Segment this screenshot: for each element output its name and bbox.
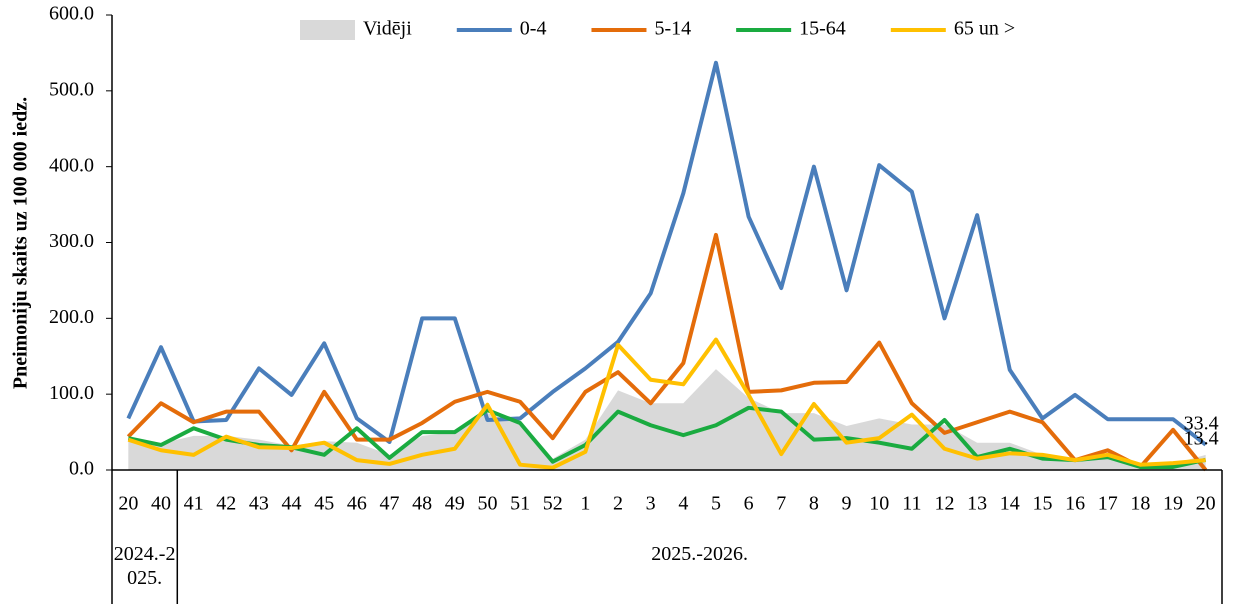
x-tick-label: 1 xyxy=(580,493,590,515)
legend-label: 5-14 xyxy=(654,18,691,40)
y-tick-label: 500.0 xyxy=(49,78,94,100)
x-tick-label: 4 xyxy=(678,493,688,515)
x-tick-label: 9 xyxy=(842,493,852,515)
x-tick-label: 50 xyxy=(477,493,497,515)
x-tick-label: 51 xyxy=(510,493,530,515)
x-tick-label: 8 xyxy=(809,493,819,515)
x-tick-label: 6 xyxy=(744,493,754,515)
x-tick-label: 48 xyxy=(412,493,432,515)
x-tick-label: 10 xyxy=(869,493,889,515)
x-tick-label: 49 xyxy=(445,493,465,515)
x-tick-label: 3 xyxy=(646,493,656,515)
group-label: 2025.-2026. xyxy=(651,543,748,565)
x-tick-label: 20 xyxy=(1196,493,1216,515)
x-tick-label: 41 xyxy=(184,493,204,515)
x-tick-label: 11 xyxy=(902,493,921,515)
x-tick-label: 5 xyxy=(711,493,721,515)
x-tick-label: 12 xyxy=(935,493,955,515)
x-tick-label: 15 xyxy=(1032,493,1052,515)
data-label: 33.4 xyxy=(1184,412,1219,434)
x-tick-label: 52 xyxy=(543,493,563,515)
x-tick-label: 7 xyxy=(776,493,786,515)
y-tick-label: 200.0 xyxy=(49,306,94,328)
x-tick-label: 40 xyxy=(151,493,171,515)
x-tick-label: 46 xyxy=(347,493,367,515)
y-tick-label: 400.0 xyxy=(49,154,94,176)
x-tick-label: 19 xyxy=(1163,493,1183,515)
legend-label: 65 un > xyxy=(954,18,1015,40)
y-tick-label: 300.0 xyxy=(49,230,94,252)
area xyxy=(128,369,1206,470)
legend-label: Vidēji xyxy=(363,18,412,40)
legend-swatch xyxy=(300,20,355,40)
y-tick-label: 600.0 xyxy=(49,3,94,25)
legend-label: 15-64 xyxy=(799,18,846,40)
x-tick-label: 47 xyxy=(380,493,400,515)
y-tick-label: 100.0 xyxy=(49,382,94,404)
x-tick-label: 42 xyxy=(216,493,236,515)
x-tick-label: 2 xyxy=(613,493,623,515)
y-tick-label: 0.0 xyxy=(69,458,94,480)
x-tick-label: 44 xyxy=(282,493,302,515)
x-tick-label: 13 xyxy=(967,493,987,515)
y-axis-title: Pneimoniju skaits uz 100 000 iedz. xyxy=(10,97,32,389)
group-label: 2024.-2025. xyxy=(113,543,176,589)
x-tick-label: 45 xyxy=(314,493,334,515)
line xyxy=(127,337,1206,470)
x-tick-label: 17 xyxy=(1098,493,1118,515)
x-tick-label: 14 xyxy=(1000,493,1020,515)
x-tick-label: 18 xyxy=(1130,493,1150,515)
x-tick-label: 43 xyxy=(249,493,269,515)
legend-label: 0-4 xyxy=(520,18,547,40)
x-tick-label: 20 xyxy=(118,493,138,515)
line xyxy=(126,60,1207,447)
data-label: 13.4 xyxy=(1184,427,1219,449)
x-tick-label: 16 xyxy=(1065,493,1085,515)
